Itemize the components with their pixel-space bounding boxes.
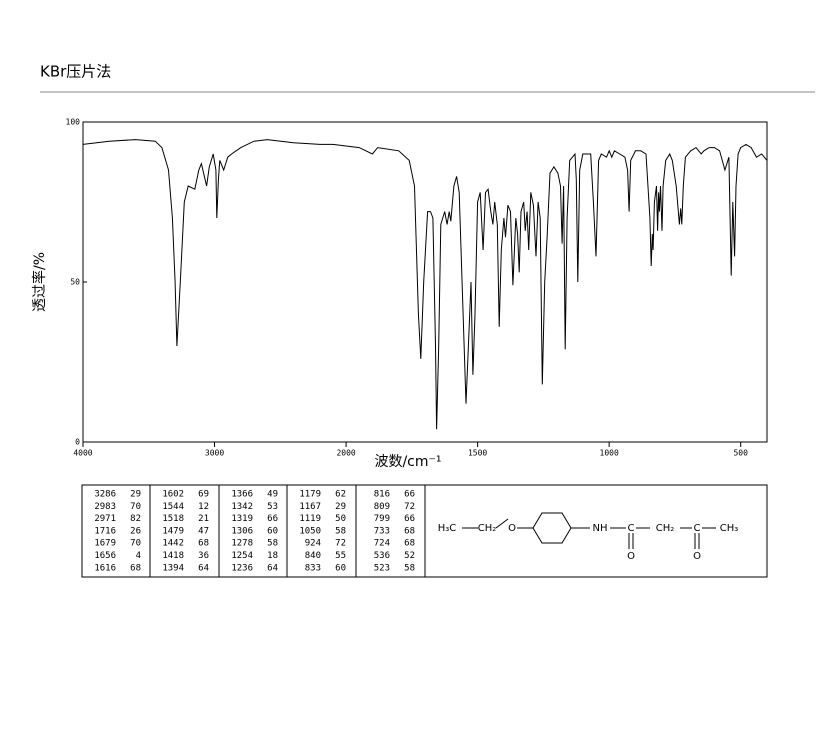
structure-label: H₃C xyxy=(438,523,457,534)
peak-transmittance: 68 xyxy=(404,526,415,536)
peak-wavenumber: 523 xyxy=(374,563,390,573)
peak-wavenumber: 799 xyxy=(374,514,390,524)
peak-transmittance: 29 xyxy=(335,502,346,512)
peak-wavenumber: 1342 xyxy=(231,502,253,512)
x-axis-label: 波数/cm⁻¹ xyxy=(374,454,441,470)
page-title: KBr压片法 xyxy=(40,63,111,81)
peak-wavenumber: 1278 xyxy=(231,539,253,549)
x-tick-label: 4000 xyxy=(73,449,92,458)
peak-transmittance: 55 xyxy=(335,551,346,561)
peak-transmittance: 82 xyxy=(130,514,141,524)
structure-label: C xyxy=(628,523,635,534)
peak-transmittance: 66 xyxy=(404,490,415,500)
peak-wavenumber: 1306 xyxy=(231,526,253,536)
peak-transmittance: 58 xyxy=(404,563,415,573)
peak-wavenumber: 2971 xyxy=(94,514,116,524)
peak-transmittance: 52 xyxy=(404,551,415,561)
spectrum-line xyxy=(82,139,768,430)
peak-wavenumber: 924 xyxy=(305,539,321,549)
peak-transmittance: 29 xyxy=(130,490,141,500)
peak-wavenumber: 1442 xyxy=(162,539,184,549)
x-tick-label: 500 xyxy=(733,449,748,458)
peak-wavenumber: 809 xyxy=(374,502,390,512)
peak-wavenumber: 1679 xyxy=(94,539,116,549)
peak-transmittance: 60 xyxy=(335,563,346,573)
peak-wavenumber: 1167 xyxy=(299,502,321,512)
peak-transmittance: 58 xyxy=(335,526,346,536)
peak-transmittance: 69 xyxy=(198,490,209,500)
peak-transmittance: 49 xyxy=(267,490,278,500)
peak-wavenumber: 536 xyxy=(374,551,390,561)
peak-wavenumber: 724 xyxy=(374,539,390,549)
peak-transmittance: 72 xyxy=(335,539,346,549)
peak-wavenumber: 1050 xyxy=(299,526,321,536)
peak-wavenumber: 1394 xyxy=(162,563,184,573)
peak-transmittance: 4 xyxy=(136,551,141,561)
peak-transmittance: 66 xyxy=(404,514,415,524)
peak-transmittance: 72 xyxy=(404,502,415,512)
peak-wavenumber: 816 xyxy=(374,490,390,500)
peak-transmittance: 50 xyxy=(335,514,346,524)
y-tick-label: 100 xyxy=(66,118,81,127)
peak-wavenumber: 1602 xyxy=(162,490,184,500)
peak-transmittance: 53 xyxy=(267,502,278,512)
peak-wavenumber: 1119 xyxy=(299,514,321,524)
structure-label: O xyxy=(693,551,701,562)
peak-transmittance: 70 xyxy=(130,502,141,512)
peak-transmittance: 21 xyxy=(198,514,209,524)
peak-transmittance: 68 xyxy=(404,539,415,549)
structure-label: NH xyxy=(593,523,608,534)
x-tick-label: 3000 xyxy=(205,449,224,458)
y-tick-label: 50 xyxy=(70,278,80,287)
y-tick-label: 0 xyxy=(75,438,80,447)
peak-wavenumber: 1544 xyxy=(162,502,184,512)
peak-transmittance: 64 xyxy=(198,563,209,573)
peak-wavenumber: 1254 xyxy=(231,551,253,561)
peak-transmittance: 36 xyxy=(198,551,209,561)
peak-transmittance: 66 xyxy=(267,514,278,524)
structure-label: CH₃ xyxy=(720,523,739,534)
x-tick-label: 2000 xyxy=(336,449,355,458)
peak-wavenumber: 1716 xyxy=(94,526,116,536)
peak-wavenumber: 1616 xyxy=(94,563,116,573)
peak-wavenumber: 840 xyxy=(305,551,321,561)
structure-bonds xyxy=(462,512,716,549)
peak-transmittance: 26 xyxy=(130,526,141,536)
peak-wavenumber: 1319 xyxy=(231,514,253,524)
structure-label: C xyxy=(694,523,701,534)
structure-label: CH₂ xyxy=(478,523,497,534)
peak-transmittance: 12 xyxy=(198,502,209,512)
peak-wavenumber: 1236 xyxy=(231,563,253,573)
peak-transmittance: 70 xyxy=(130,539,141,549)
peak-transmittance: 68 xyxy=(198,539,209,549)
peak-wavenumber: 1656 xyxy=(94,551,116,561)
peak-wavenumber: 733 xyxy=(374,526,390,536)
x-tick-label: 1000 xyxy=(600,449,619,458)
peak-wavenumber: 1366 xyxy=(231,490,253,500)
peak-transmittance: 62 xyxy=(335,490,346,500)
peak-wavenumber: 2983 xyxy=(94,502,116,512)
x-tick-label: 1500 xyxy=(468,449,487,458)
peak-wavenumber: 1418 xyxy=(162,551,184,561)
peak-wavenumber: 1179 xyxy=(299,490,321,500)
peak-transmittance: 64 xyxy=(267,563,278,573)
peak-transmittance: 58 xyxy=(267,539,278,549)
structure-label: O xyxy=(508,523,516,534)
peak-wavenumber: 1479 xyxy=(162,526,184,536)
structure-label: O xyxy=(627,551,635,562)
structure-label: CH₂ xyxy=(656,523,675,534)
peak-transmittance: 18 xyxy=(267,551,278,561)
table-lines xyxy=(149,485,426,577)
peak-wavenumber: 3286 xyxy=(94,490,116,500)
peak-transmittance: 47 xyxy=(198,526,209,536)
y-axis-label: 透过率/% xyxy=(31,252,48,312)
peak-wavenumber: 833 xyxy=(305,563,321,573)
peak-transmittance: 68 xyxy=(130,563,141,573)
peak-wavenumber: 1518 xyxy=(162,514,184,524)
peak-transmittance: 60 xyxy=(267,526,278,536)
